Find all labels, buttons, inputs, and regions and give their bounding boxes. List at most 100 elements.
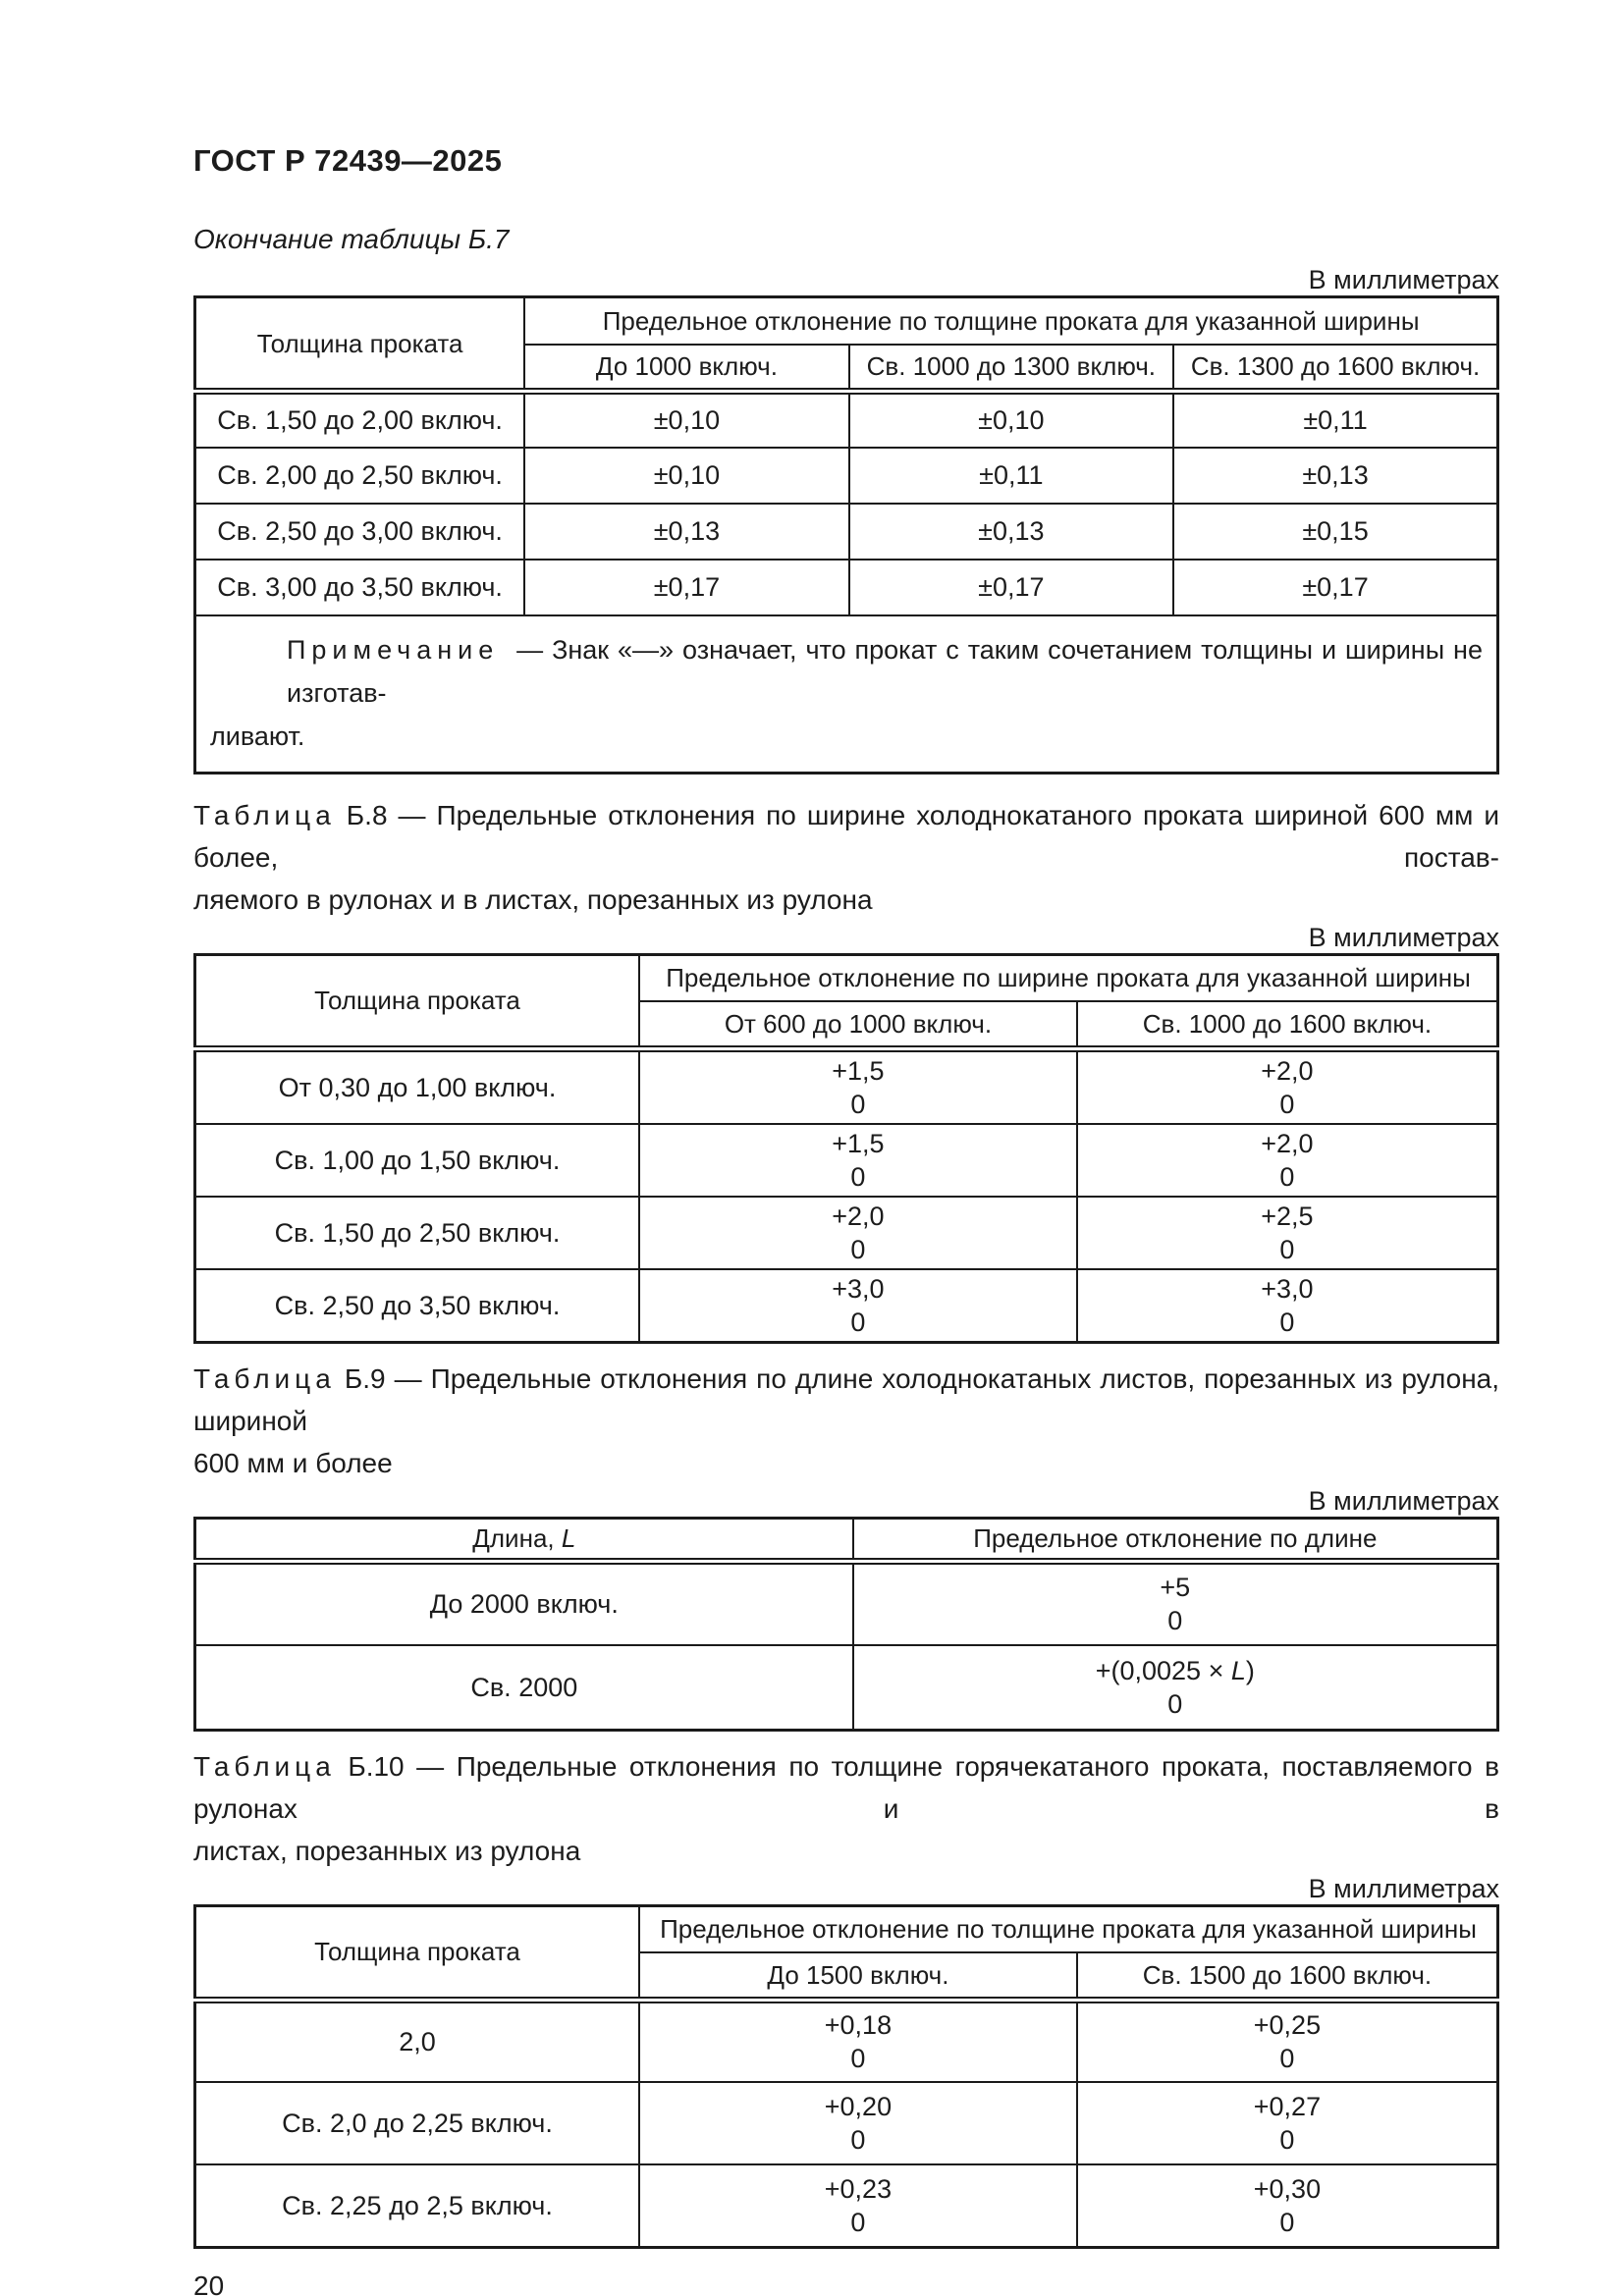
table-row: Св. 2,00 до 2,50 включ. ±0,10 ±0,11 ±0,1… (193, 446, 1499, 505)
row-thickness: От 0,30 до 1,00 включ. (193, 1047, 640, 1125)
col-header-width-2: Св. 1000 до 1600 включ. (1075, 1000, 1499, 1052)
cell-deviation: +1,5 0 (638, 1047, 1078, 1125)
cell-deviation: +5 0 (851, 1560, 1499, 1646)
col-header-deviation: Предельное отклонение по длине (851, 1517, 1499, 1565)
row-thickness: Св. 2,50 до 3,50 включ. (193, 1267, 640, 1343)
note-label: Примечание (287, 634, 500, 665)
table-row: Св. 1,50 до 2,00 включ. ±0,10 ±0,10 ±0,1… (193, 390, 1499, 449)
table-row: Св. 2,50 до 3,00 включ. ±0,13 ±0,13 ±0,1… (193, 502, 1499, 561)
table-b9-caption: Таблица Б.9 — Предельные отклонения по д… (193, 1358, 1499, 1484)
caption-number: Б.8 (346, 799, 388, 830)
caption-line-2: ляемого в рулонах и в листах, порезанных… (193, 883, 873, 915)
units-label: В миллиметрах (1308, 922, 1499, 952)
units-label: В миллиметрах (1308, 1485, 1499, 1516)
cell-value: ±0,10 (847, 390, 1175, 449)
table-row: Св. 1,00 до 1,50 включ. +1,5 0 +2,0 0 (193, 1122, 1499, 1198)
table-row: Св. 3,00 до 3,50 включ. ±0,17 ±0,17 ±0,1… (193, 558, 1499, 616)
cell-deviation: +0,27 0 (1075, 2081, 1499, 2165)
cell-deviation: +0,18 0 (638, 1999, 1078, 2083)
row-thickness: Св. 2,50 до 3,00 включ. (193, 502, 526, 561)
cell-value: ±0,17 (847, 558, 1175, 616)
table-row: От 0,30 до 1,00 включ. +1,5 0 +2,0 0 (193, 1047, 1499, 1125)
col-header-thickness: Толщина проката (193, 1904, 640, 2003)
cell-deviation: +2,5 0 (1075, 1195, 1499, 1270)
cell-deviation: +2,0 0 (638, 1195, 1078, 1270)
note-row: Примечание — Знак «—» означает, что прок… (193, 614, 1499, 774)
row-thickness: Св. 1,50 до 2,00 включ. (193, 390, 526, 449)
table-b10: Толщина проката Предельное отклонение по… (193, 1903, 1499, 2249)
cell-deviation: +(0,0025 × L) 0 (851, 1644, 1499, 1731)
table-b7-caption: Окончание таблицы Б.7 (193, 224, 510, 254)
cell-value: ±0,15 (1172, 502, 1499, 561)
col-header-length: Длина, L (193, 1517, 854, 1565)
col-header-width-3: Св. 1300 до 1600 включ. (1172, 343, 1499, 395)
table-row: Св. 2,25 до 2,5 включ. +0,23 0 +0,30 0 (193, 2163, 1499, 2248)
cell-deviation: +0,25 0 (1075, 1999, 1499, 2083)
caption-text: — Предельные отклонения по ширине холодн… (193, 799, 1499, 873)
caption-text: — Предельные отклонения по толщине горяч… (193, 1750, 1500, 1824)
col-header-thickness: Толщина проката (193, 295, 526, 395)
col-header-width-1: До 1000 включ. (523, 343, 850, 395)
cell-value: ±0,13 (847, 502, 1175, 561)
table-row: Св. 2,50 до 3,50 включ. +3,0 0 +3,0 0 (193, 1267, 1499, 1343)
table-b10-caption: Таблица Б.10 — Предельные отклонения по … (193, 1745, 1499, 1872)
caption-label: Таблица (193, 799, 336, 830)
row-thickness: Св. 3,00 до 3,50 включ. (193, 558, 526, 616)
cell-value: ±0,13 (523, 502, 850, 561)
note-line-1: Примечание — Знак «—» означает, что прок… (210, 628, 1483, 715)
row-thickness: Св. 1,50 до 2,50 включ. (193, 1195, 640, 1270)
span-header: Предельное отклонение по толщине проката… (638, 1904, 1499, 1953)
cell-value: ±0,13 (1172, 446, 1499, 505)
row-thickness: Св. 2,0 до 2,25 включ. (193, 2081, 640, 2165)
row-thickness: 2,0 (193, 1999, 640, 2083)
table-b8: Толщина проката Предельное отклонение по… (193, 952, 1499, 1344)
table-b7: Толщина проката Предельное отклонение по… (193, 295, 1499, 774)
note-text: — Знак «—» означает, что прокат с таким … (287, 634, 1483, 708)
row-length: Св. 2000 (193, 1644, 854, 1731)
note-line-2: ливают. (210, 721, 305, 751)
cell-deviation: +0,20 0 (638, 2081, 1078, 2165)
cell-deviation: +3,0 0 (638, 1267, 1078, 1343)
cell-value: ±0,10 (523, 446, 850, 505)
caption-line-1: Таблица Б.8 — Предельные отклонения по ш… (193, 794, 1499, 879)
caption-line-2: листах, порезанных из рулона (193, 1835, 581, 1866)
caption-number: Б.9 (344, 1362, 386, 1394)
table-row: До 2000 включ. +5 0 (193, 1560, 1499, 1646)
span-header: Предельное отклонение по ширине проката … (638, 953, 1499, 1002)
table-b8-caption: Таблица Б.8 — Предельные отклонения по ш… (193, 794, 1499, 921)
cell-value: ±0,11 (847, 446, 1175, 505)
table-row: Св. 2000 +(0,0025 × L) 0 (193, 1644, 1499, 1731)
row-thickness: Св. 2,00 до 2,50 включ. (193, 446, 526, 505)
col-header-width-1: От 600 до 1000 включ. (638, 1000, 1078, 1052)
cell-deviation: +0,23 0 (638, 2163, 1078, 2248)
span-header: Предельное отклонение по толщине проката… (523, 295, 1499, 346)
caption-line-1: Таблица Б.10 — Предельные отклонения по … (193, 1745, 1499, 1830)
caption-text: — Предельные отклонения по длине холодно… (193, 1362, 1500, 1436)
page-number: 20 (193, 2269, 225, 2296)
col-header-thickness: Толщина проката (193, 953, 640, 1052)
table-row: 2,0 +0,18 0 +0,25 0 (193, 1999, 1499, 2083)
caption-label: Таблица (193, 1750, 336, 1782)
length-variable: L (1230, 1655, 1246, 1685)
col-header-width-1: До 1500 включ. (638, 1951, 1078, 2003)
units-label: В миллиметрах (1308, 265, 1499, 294)
length-variable: L (561, 1523, 576, 1553)
cell-value: ±0,10 (523, 390, 850, 449)
doc-code: ГОСТ Р 72439—2025 (193, 143, 503, 178)
cell-value: ±0,11 (1172, 390, 1499, 449)
units-label: В миллиметрах (1308, 1873, 1499, 1903)
caption-line-1: Таблица Б.9 — Предельные отклонения по д… (193, 1358, 1499, 1442)
row-thickness: Св. 2,25 до 2,5 включ. (193, 2163, 640, 2248)
col-header-width-2: Св. 1500 до 1600 включ. (1075, 1951, 1499, 2003)
caption-label: Таблица (193, 1362, 336, 1394)
table-note: Примечание — Знак «—» означает, что прок… (193, 614, 1499, 774)
row-thickness: Св. 1,00 до 1,50 включ. (193, 1122, 640, 1198)
cell-deviation: +2,0 0 (1075, 1047, 1499, 1125)
table-b9: Длина, L Предельное отклонение по длине … (193, 1516, 1499, 1732)
cell-deviation: +1,5 0 (638, 1122, 1078, 1198)
caption-number: Б.10 (348, 1750, 405, 1782)
cell-value: ±0,17 (523, 558, 850, 616)
cell-deviation: +3,0 0 (1075, 1267, 1499, 1343)
cell-deviation: +0,30 0 (1075, 2163, 1499, 2248)
